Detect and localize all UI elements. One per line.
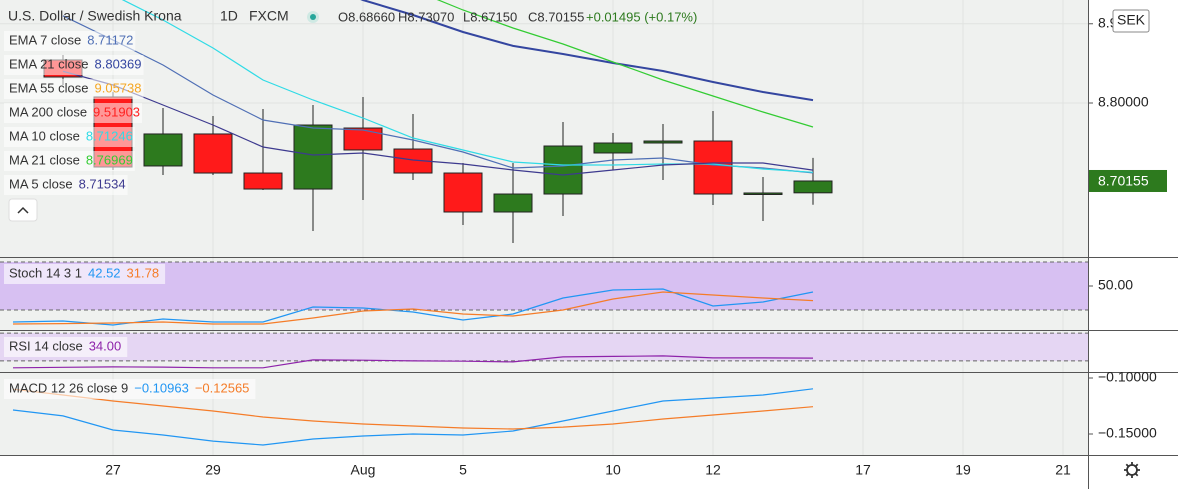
symbol-title: U.S. Dollar / Swedish Krona (8, 8, 182, 24)
change: +0.01495 (+0.17%) (586, 9, 697, 24)
legend-background (4, 151, 135, 171)
y-tick-label: −0.15000 (1098, 425, 1157, 441)
legend-name: MA 200 close (9, 104, 87, 119)
header: U.S. Dollar / Swedish Krona 1D FXCM O8.6… (8, 8, 697, 25)
indicator-legend: Stoch 14 3 1 42.52 31.78 (4, 264, 166, 284)
legend-value: 8.80369 (95, 56, 142, 71)
last-price-label: 8.70155 (1098, 173, 1149, 189)
interval[interactable]: 1D (220, 8, 238, 24)
legend-value: −0.10963 (134, 380, 189, 395)
vertical-grid (112, 0, 1064, 455)
series-line (12, 388, 814, 446)
settings-button[interactable] (1124, 462, 1140, 478)
series-line (436, 0, 814, 128)
legend-name: EMA 7 close (9, 32, 81, 47)
candle-body (543, 145, 583, 195)
candle-body (793, 180, 833, 194)
series-line (62, 70, 814, 176)
candle-body (193, 133, 233, 174)
candle-body (443, 172, 483, 213)
legend-background (4, 79, 144, 99)
collapse-icon[interactable] (17, 206, 29, 214)
legend-value: 34.00 (89, 338, 122, 353)
last-price-badge (1089, 169, 1167, 192)
candle-body (693, 140, 733, 195)
candle-body (743, 192, 783, 195)
y-tick-label: 50.00 (1098, 277, 1133, 293)
collapse-button[interactable] (8, 198, 38, 222)
y-tick-label: −0.10000 (1098, 369, 1157, 385)
indicator-title: RSI 14 close (9, 338, 83, 353)
legend: EMA 7 close 8.71172 EMA 21 close 8.80369 EMA… (4, 31, 144, 195)
x-tick-label: 5 (459, 462, 467, 478)
indicator-band (0, 262, 1088, 310)
legend-background (4, 55, 144, 75)
legend-value: 42.52 (88, 265, 121, 280)
source: FXCM (249, 8, 289, 24)
legend-name: EMA 21 close (9, 56, 89, 71)
y-tick-label: 8.80000 (1098, 94, 1149, 110)
series-line (12, 288, 814, 326)
candle-body (143, 133, 183, 167)
legend-value: 8.71172 (87, 32, 133, 47)
x-tick-label: Aug (351, 462, 376, 478)
legend-background (4, 127, 135, 147)
legend-value: 8.71246 (86, 128, 133, 143)
collapse-box[interactable] (8, 198, 38, 222)
legend-value: 31.78 (127, 265, 160, 280)
legend-background (4, 103, 143, 123)
status-dot (310, 14, 316, 20)
pane (0, 261, 1088, 326)
legend-name: MA 21 close (9, 152, 80, 167)
ohlc-open: O8.68660 (338, 9, 395, 24)
x-tick-label: 29 (205, 462, 221, 478)
gear-teeth[interactable] (1124, 462, 1140, 478)
pane (12, 388, 814, 446)
candle-body (293, 124, 333, 190)
indicator-title: MACD 12 26 close 9 (9, 380, 128, 395)
ohlc-low: L8.67150 (463, 9, 517, 24)
legend-background (4, 175, 128, 195)
x-tick-label: 27 (105, 462, 121, 478)
legend-value: 9.05738 (95, 80, 142, 95)
indicator-band (0, 333, 1088, 361)
series-line (62, 15, 814, 174)
series-line (360, 0, 814, 102)
currency-badge (1112, 9, 1150, 33)
legend-name: EMA 55 close (9, 80, 89, 95)
series-line (12, 355, 814, 369)
indicator-legend: MACD 12 26 close 9 −0.10963 −0.12565 (4, 379, 256, 399)
legend-value: 9.51903 (93, 104, 140, 119)
pane (0, 332, 1088, 369)
series-line (12, 291, 814, 325)
x-tick-label: 12 (705, 462, 721, 478)
candle-body (493, 193, 533, 213)
indicator-title: Stoch 14 3 1 (9, 265, 82, 280)
legend-value: −0.12565 (195, 380, 250, 395)
legend-value: 8.76969 (86, 152, 133, 167)
x-tick-label: 17 (855, 462, 871, 478)
x-tick-label: 21 (1055, 462, 1071, 478)
ohlc-close: C8.70155 (528, 9, 584, 24)
legend-background (4, 264, 166, 284)
legend-background (4, 31, 136, 51)
candle-body (643, 140, 683, 144)
legend-value: 8.71534 (79, 176, 126, 191)
x-tick-label: 10 (605, 462, 621, 478)
legend-background (4, 337, 128, 357)
series-line (12, 388, 814, 430)
currency-label: SEK (1117, 12, 1146, 28)
legend-name: MA 10 close (9, 128, 80, 143)
candle-body (243, 172, 283, 190)
legend-background (4, 379, 256, 399)
candle-body (593, 142, 633, 154)
candle-body (343, 127, 383, 151)
x-tick-label: 19 (955, 462, 971, 478)
ohlc-high: H8.73070 (398, 9, 454, 24)
indicator-legend: RSI 14 close 34.00 (4, 337, 128, 357)
legend-name: MA 5 close (9, 176, 73, 191)
